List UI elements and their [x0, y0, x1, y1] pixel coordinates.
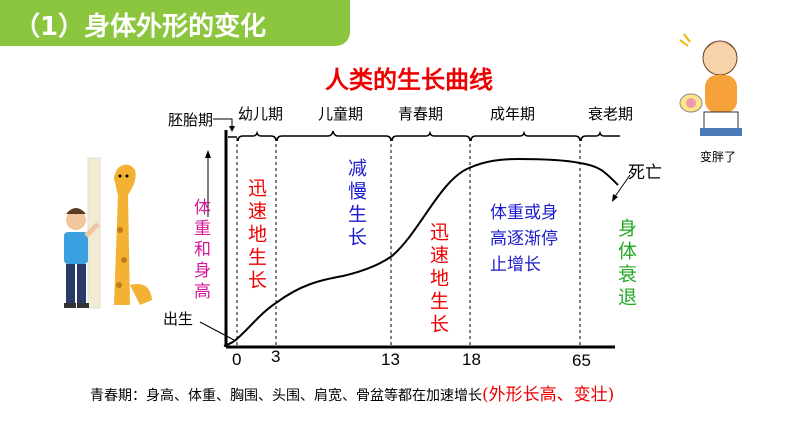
period-braces	[228, 130, 620, 142]
chart-title: 人类的生长曲线	[325, 65, 493, 94]
brace-puberty	[391, 130, 471, 142]
annotation-child-growth: 减慢生长	[345, 158, 367, 250]
tick-65: 65	[572, 351, 591, 370]
embryo-pointer	[213, 118, 233, 128]
slide-title: （1）身体外形的变化	[14, 12, 267, 42]
y-arrow-head	[205, 150, 211, 158]
brace-infant	[237, 130, 277, 142]
brace-adult	[470, 130, 581, 142]
title-bar	[0, 0, 350, 46]
annotation-infant-growth: 迅速地生长	[245, 178, 267, 293]
period-aging: 衰老期	[588, 105, 634, 123]
period-puberty: 青春期	[398, 105, 444, 123]
brace-child	[276, 130, 392, 142]
tick-0: 0	[232, 350, 242, 369]
birth-pointer	[199, 321, 235, 341]
annotation-puberty-growth: 迅速地生长	[427, 222, 449, 337]
period-adult: 成年期	[490, 105, 536, 123]
period-dividers	[236, 138, 581, 345]
brace-aging	[580, 130, 620, 142]
birth-label: 出生	[163, 310, 194, 328]
tick-13: 13	[381, 350, 400, 369]
growth-curve	[223, 157, 619, 347]
annotation-adult: 体重或身 高逐渐停 止增长	[490, 203, 558, 275]
overweight-girl-illustration	[679, 33, 742, 136]
death-label: 死亡	[628, 163, 662, 183]
sticker-caption: 变胖了	[700, 150, 737, 164]
death-arrow-head	[612, 194, 618, 202]
child-height-chart-illustration	[64, 157, 152, 309]
tick-3: 3	[271, 347, 281, 366]
footnote: 青春期：身高、体重、胸围、头围、肩宽、骨盆等都在加速增长(外形长高、变壮)	[90, 385, 615, 405]
death-pointer	[613, 174, 631, 199]
period-infant: 幼儿期	[238, 105, 284, 123]
period-embryo: 胚胎期	[168, 111, 214, 129]
y-axis-label: 体重和身高	[190, 198, 210, 303]
annotation-aging: 身体衰退	[615, 218, 637, 310]
period-child: 儿童期	[318, 105, 364, 123]
embryo-arrow-head	[229, 126, 235, 132]
tick-18: 18	[462, 350, 481, 369]
